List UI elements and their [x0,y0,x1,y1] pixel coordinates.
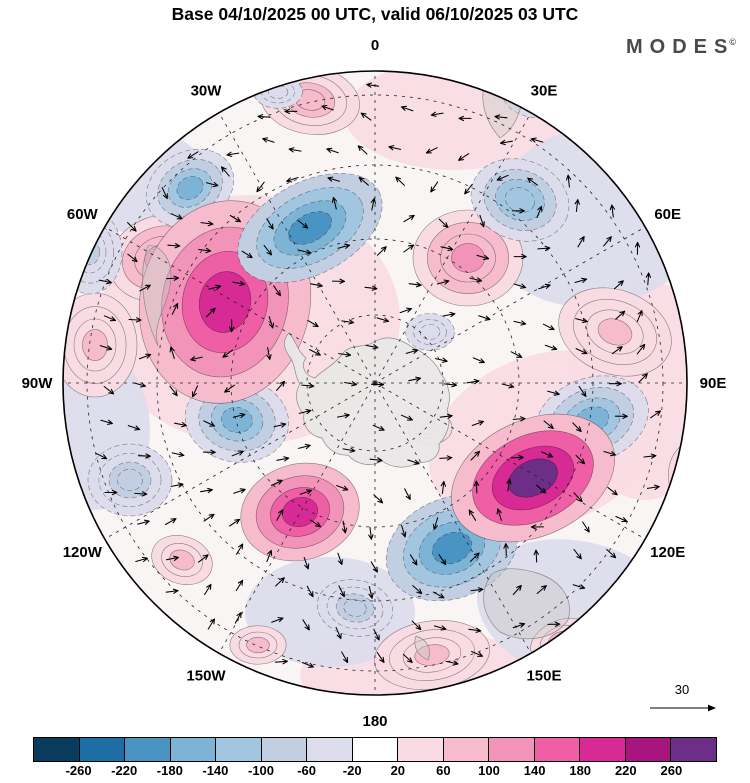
anomaly-contour [246,636,270,654]
colorbar-tick-label: 60 [436,763,451,778]
colorbar-tick-label: 140 [523,763,546,778]
anomaly-contour [73,230,107,274]
longitude-label-180: 180 [362,713,387,730]
colorbar-tick-label: 220 [614,763,637,778]
anomaly-field [63,71,687,695]
colorbar-segment [78,738,125,761]
scale-arrow-label: 30 [675,682,689,697]
colorbar-segment [215,738,261,761]
longitude-label-30E: 30E [531,82,558,99]
colorbar-segment [169,738,216,761]
land-new-zealand [414,635,430,661]
modes-logo-text: MODES [626,36,735,58]
anomaly-contour [451,243,485,273]
anomaly-contour [66,220,114,284]
longitude-label-150E: 150E [526,668,561,685]
anomaly-contour [508,458,558,498]
colorbar-segment [34,738,79,761]
map-boundary-circle [62,70,688,696]
scale-arrow-head-icon [708,704,716,712]
longitude-label-150W: 150W [186,668,226,685]
chart-title: Base 04/10/2025 00 UTC, valid 06/10/2025… [171,4,579,24]
colorbar-segment [624,738,671,761]
anomaly-contour [431,531,473,565]
colorbar-segment [124,738,170,761]
colorbar-tick-label: 180 [569,763,592,778]
anomaly-contour [117,468,143,492]
colorbar-tick-label: -140 [202,763,229,778]
longitude-label-0: 0 [371,37,379,54]
anomaly-contour [82,329,108,361]
colorbar-segment [488,738,534,761]
modes-logo: MODES© [626,36,736,59]
anomaly-contour [169,549,195,571]
colorbar-tick-label: -20 [342,763,362,778]
colorbar-tick-label: -60 [297,763,316,778]
anomaly-contour [639,568,681,602]
colorbar-segment [397,738,443,761]
vector-scale-reference: 30 [650,682,716,712]
longitude-label-60E: 60E [654,206,681,223]
colorbar-segment [351,738,398,761]
anomaly-contour [288,211,332,245]
colorbar-segment [579,738,625,761]
anomaly-contour [419,324,441,340]
colorbar-tick-label: -180 [156,763,183,778]
colorbar-tick-label: -260 [65,763,92,778]
latitude-circle [306,314,444,452]
colorbar-tick-label: -220 [111,763,138,778]
colorbar-tick-label: 260 [660,763,683,778]
longitude-label-120W: 120W [63,544,103,561]
anomaly-contour [647,574,673,596]
wind-vector-arrows [95,82,662,668]
colorbar-segment [260,738,307,761]
longitude-label-60W: 60W [67,206,99,223]
anomaly-contour [597,318,633,346]
longitude-label-30W: 30W [191,82,223,99]
copyright-mark-icon: © [729,37,736,48]
anomaly-contour [281,497,319,527]
anomaly-contour [629,560,687,610]
colorbar-tick-label: 100 [478,763,500,778]
anomaly-contour [267,85,289,99]
colorbar-segment [533,738,580,761]
colorbar-segment [306,738,352,761]
colorbar [33,737,717,762]
colorbar-segment [442,738,489,761]
land-australia [483,568,570,640]
anomaly-contour [668,440,687,510]
anomaly-contour [221,406,253,434]
longitude-label-90E: 90E [700,375,727,392]
anomaly-contour [343,599,367,617]
anomaly-contour [505,187,535,213]
longitude-labels: 0 30E 60E 90E 120E 150E 180 150W 120W 90W 60W 30W [22,37,727,730]
colorbar-segment [670,738,716,761]
land-south-america-tip [142,245,172,347]
anomaly-contour [176,176,204,200]
longitude-label-90W: 90W [22,375,54,392]
anomaly-contour [676,451,687,499]
anomaly-contour [683,460,687,490]
colorbar-tick-label: 20 [390,763,406,778]
anomaly-contour [198,271,252,333]
longitude-label-120E: 120E [650,544,685,561]
land-antarctica [284,332,450,468]
colorbar-tick-label: -100 [247,763,275,778]
